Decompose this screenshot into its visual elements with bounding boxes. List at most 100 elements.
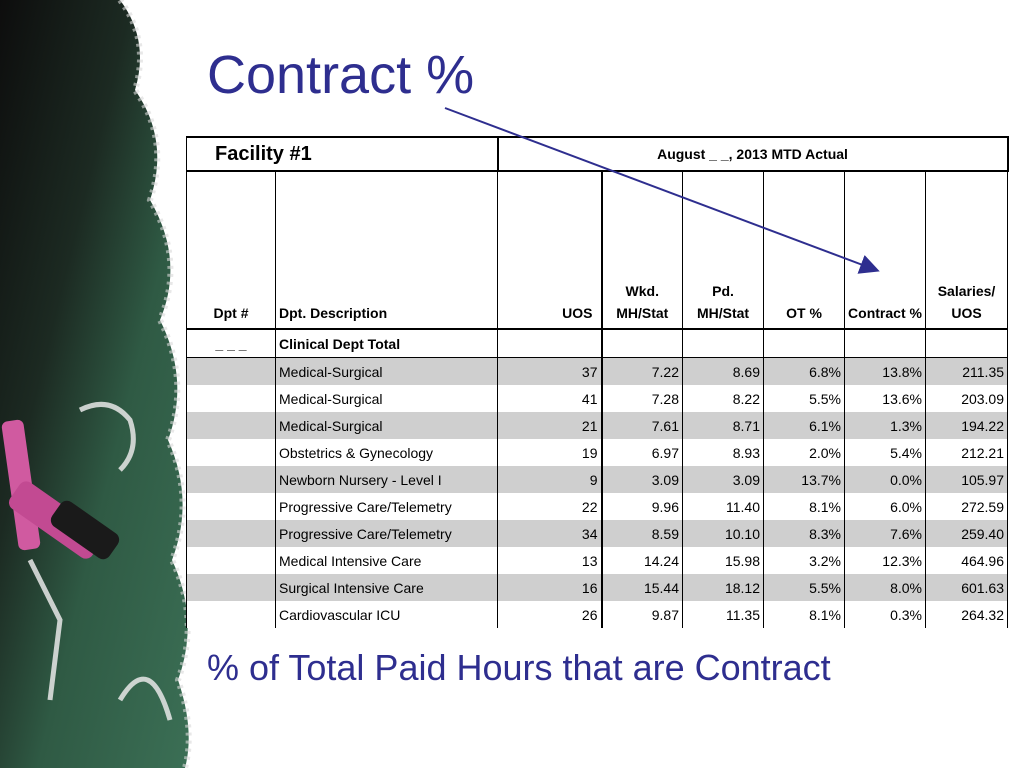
cell-contract: 0.0% (844, 466, 926, 493)
cell-description: Progressive Care/Telemetry (275, 520, 498, 547)
cell-description: Cardiovascular ICU (275, 601, 498, 628)
cell-salaries: 203.09 (925, 385, 1009, 412)
table-row: Medical-Surgical 37 7.22 8.69 6.8% 13.8% 211.3… (186, 357, 1009, 385)
column-header-description: Dpt. Description (275, 171, 498, 330)
cell-uos: 34 (497, 520, 603, 547)
cell-dpt (186, 439, 276, 466)
cell-uos: 21 (497, 412, 603, 439)
cell-uos: 13 (497, 547, 603, 574)
cell-ot: 8.1% (763, 493, 845, 520)
cell-contract: 1.3% (844, 412, 926, 439)
column-header-salaries: Salaries/ UOS (925, 171, 1009, 330)
cell-dpt (186, 466, 276, 493)
cell-salaries: 212.21 (925, 439, 1009, 466)
cell-pd: 8.22 (682, 385, 764, 412)
cell-ot: 8.1% (763, 601, 845, 628)
cell-salaries: 601.63 (925, 574, 1009, 601)
cell-pd: 11.40 (682, 493, 764, 520)
cell-description: Medical-Surgical (275, 357, 498, 385)
cell-wkd: 15.44 (601, 574, 683, 601)
column-header-dpt: Dpt # (186, 171, 276, 330)
cell-description: Medical Intensive Care (275, 547, 498, 574)
cell-contract: 7.6% (844, 520, 926, 547)
table-row: Medical Intensive Care 13 14.24 15.98 3.2% 12… (186, 547, 1009, 574)
cell-dpt (186, 547, 276, 574)
table-row: Medical-Surgical 41 7.28 8.22 5.5% 13.6% 203.0… (186, 385, 1009, 412)
cell-wkd: 6.97 (601, 439, 683, 466)
cell-dpt (186, 601, 276, 628)
column-header-contract: Contract % (844, 171, 926, 330)
cell-dpt (186, 520, 276, 547)
cell-wkd: 9.96 (601, 493, 683, 520)
facility-label: Facility #1 (186, 136, 499, 172)
cell-salaries: 105.97 (925, 466, 1009, 493)
cell-wkd: 3.09 (601, 466, 683, 493)
cell-pd: 15.98 (682, 547, 764, 574)
cell-wkd: 7.61 (601, 412, 683, 439)
table-row: Progressive Care/Telemetry 34 8.59 10.10 8.3… (186, 520, 1009, 547)
slide-title: Contract % (207, 45, 475, 105)
table-row: Medical-Surgical 21 7.61 8.71 6.1% 1.3% 194.22 (186, 412, 1009, 439)
slide-subtitle: % of Total Paid Hours that are Contract (207, 647, 831, 688)
table-row: Cardiovascular ICU 26 9.87 11.35 8.1% 0.3% 264… (186, 601, 1009, 628)
table-row: Newborn Nursery - Level I 9 3.09 3.09 13.7% 0… (186, 466, 1009, 493)
cell-wkd: 8.59 (601, 520, 683, 547)
subtotal-dpt: _ _ _ (186, 329, 276, 358)
cell-dpt (186, 493, 276, 520)
cell-pd: 8.71 (682, 412, 764, 439)
column-header-uos: UOS (497, 171, 603, 330)
table-row: Surgical Intensive Care 16 15.44 18.12 5.5% 8… (186, 574, 1009, 601)
table-row: Obstetrics & Gynecology 19 6.97 8.93 2.0% 5.4… (186, 439, 1009, 466)
cell-ot: 6.8% (763, 357, 845, 385)
cell-contract: 5.4% (844, 439, 926, 466)
chalk-icon (1, 419, 120, 560)
cell-description: Newborn Nursery - Level I (275, 466, 498, 493)
cell-salaries: 272.59 (925, 493, 1009, 520)
cell-salaries: 264.32 (925, 601, 1009, 628)
cell-ot: 5.5% (763, 385, 845, 412)
cell-ot: 6.1% (763, 412, 845, 439)
cell-pd: 11.35 (682, 601, 764, 628)
cell-ot: 2.0% (763, 439, 845, 466)
cell-contract: 6.0% (844, 493, 926, 520)
cell-ot: 5.5% (763, 574, 845, 601)
cell-salaries: 194.22 (925, 412, 1009, 439)
cell-contract: 0.3% (844, 601, 926, 628)
cell-description: Medical-Surgical (275, 385, 498, 412)
cell-contract: 12.3% (844, 547, 926, 574)
cell-pd: 18.12 (682, 574, 764, 601)
cell-dpt (186, 412, 276, 439)
cell-dpt (186, 357, 276, 385)
cell-description: Obstetrics & Gynecology (275, 439, 498, 466)
cell-ot: 3.2% (763, 547, 845, 574)
cell-pd: 3.09 (682, 466, 764, 493)
subtotal-description: Clinical Dept Total (275, 329, 498, 358)
cell-pd: 10.10 (682, 520, 764, 547)
cell-uos: 37 (497, 357, 603, 385)
cell-pd: 8.93 (682, 439, 764, 466)
cell-salaries: 211.35 (925, 357, 1009, 385)
cell-wkd: 7.22 (601, 357, 683, 385)
chalkboard-decoration (0, 0, 192, 768)
cell-wkd: 14.24 (601, 547, 683, 574)
cell-salaries: 259.40 (925, 520, 1009, 547)
cell-uos: 26 (497, 601, 603, 628)
cell-uos: 22 (497, 493, 603, 520)
cell-ot: 13.7% (763, 466, 845, 493)
cell-uos: 19 (497, 439, 603, 466)
cell-contract: 13.6% (844, 385, 926, 412)
cell-dpt (186, 574, 276, 601)
cell-dpt (186, 385, 276, 412)
cell-contract: 13.8% (844, 357, 926, 385)
cell-ot: 8.3% (763, 520, 845, 547)
table-row: Progressive Care/Telemetry 22 9.96 11.40 8.1… (186, 493, 1009, 520)
column-header-wkd: Wkd. MH/Stat (601, 171, 683, 330)
cell-pd: 8.69 (682, 357, 764, 385)
cell-uos: 41 (497, 385, 603, 412)
cell-description: Medical-Surgical (275, 412, 498, 439)
cell-wkd: 9.87 (601, 601, 683, 628)
cell-wkd: 7.28 (601, 385, 683, 412)
column-header-pd: Pd. MH/Stat (682, 171, 764, 330)
contract-table: Facility #1 August _ _, 2013 MTD Actual … (186, 136, 1009, 628)
subtotal-row: _ _ _ Clinical Dept Total (186, 329, 1009, 358)
